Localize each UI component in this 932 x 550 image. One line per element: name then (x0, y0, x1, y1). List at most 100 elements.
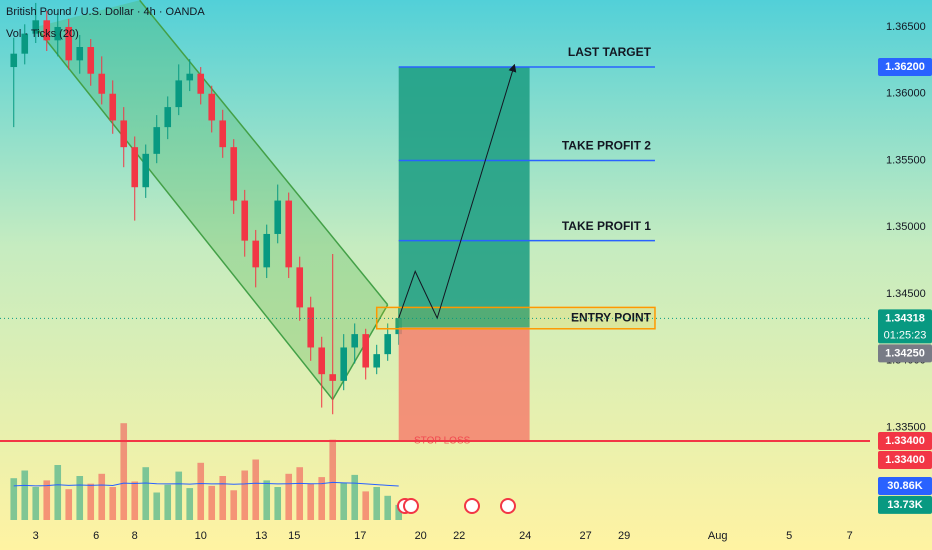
x-tick-label: 24 (519, 530, 531, 542)
candle-body (373, 354, 381, 368)
candle-body (98, 73, 106, 94)
price-tag-label: 1.34250 (885, 347, 925, 359)
volume-bar (219, 476, 227, 520)
chart-title: British Pound / U.S. Dollar · 4h · OANDA (6, 6, 205, 18)
volume-bar (197, 462, 205, 520)
channel-line (35, 26, 334, 401)
volume-bar (373, 487, 381, 520)
target-label: LAST TARGET (568, 45, 652, 59)
x-tick-label: 7 (847, 530, 853, 542)
price-tag (878, 431, 932, 450)
volume-bar (252, 459, 260, 520)
volume-bar (296, 467, 304, 520)
volume-bar (109, 487, 117, 520)
candle-body (43, 20, 51, 41)
volume-tag-label: 13.73K (887, 499, 923, 511)
candle-body (384, 334, 392, 355)
y-tick-label: 1.35500 (886, 154, 926, 166)
volume-bar (395, 504, 403, 520)
x-tick-label: 22 (453, 530, 465, 542)
price-tag (878, 344, 932, 363)
x-tick-label: 5 (786, 530, 792, 542)
candle-body (153, 127, 161, 154)
volume-tag (878, 477, 932, 496)
volume-bar (164, 484, 172, 520)
channel-line (139, 0, 389, 306)
price-tag (878, 309, 932, 344)
candle-body (131, 147, 139, 188)
volume-bar (351, 474, 359, 520)
candle-body (76, 47, 84, 61)
volume-bar (318, 477, 326, 520)
x-tick-label: 27 (580, 530, 592, 542)
candle-body (351, 334, 359, 348)
volume-bar (329, 439, 337, 520)
countdown: 01:25:23 (884, 329, 927, 341)
candle-body (263, 233, 271, 268)
projection-arrow (398, 63, 517, 320)
candle-body (54, 26, 62, 41)
volume-bar (175, 471, 183, 520)
x-tick-label: 13 (255, 530, 267, 542)
candle-body (296, 267, 304, 308)
price-tag (878, 58, 932, 77)
profit-zone (398, 67, 530, 328)
candle-body (164, 107, 172, 128)
volume-bar (131, 481, 139, 520)
volume-bar (98, 473, 106, 520)
x-tick-label: Aug (708, 530, 728, 542)
volume-bar (142, 467, 150, 520)
price-tag-label: 1.34318 (885, 312, 925, 324)
x-tick-label: 6 (93, 530, 99, 542)
y-tick-label: 1.34500 (886, 288, 926, 300)
x-tick-label: 15 (288, 530, 300, 542)
candle-body (285, 200, 293, 268)
y-tick-label: 1.36500 (886, 21, 926, 33)
volume-tag-label: 30.86K (887, 480, 923, 492)
indicator-label: Vol · Ticks (20) (6, 28, 79, 40)
candle-body (175, 80, 183, 108)
entry-label: ENTRY POINT (571, 310, 652, 324)
price-tag (878, 450, 932, 469)
volume-bar (87, 483, 95, 520)
event-icons (397, 498, 516, 514)
x-tick-label: 29 (618, 530, 630, 542)
x-tick-label: 3 (33, 530, 39, 542)
volume-bar (43, 480, 51, 520)
candle-body (10, 53, 18, 68)
volume-bar (307, 483, 315, 520)
candle-body (362, 334, 370, 368)
y-tick-label: 1.33500 (886, 421, 926, 433)
candle-body (318, 347, 326, 375)
price-tag-label: 1.33400 (885, 454, 925, 466)
candle-body (197, 73, 205, 94)
volume-bar (285, 473, 293, 520)
x-tick-label: 8 (132, 530, 138, 542)
stop-label: STOP LOSS (414, 436, 471, 447)
channel-line (332, 304, 389, 400)
volume-bar (208, 485, 216, 520)
volume-tag (878, 495, 932, 514)
candle-body (142, 153, 150, 188)
candle-body (208, 93, 216, 121)
volume-bar (384, 495, 392, 520)
volume-bar (274, 487, 282, 520)
candle-body (87, 47, 95, 74)
x-tick-label: 17 (354, 530, 366, 542)
candle-body (307, 307, 315, 348)
candle-body (21, 33, 29, 54)
volume-bar (32, 487, 40, 520)
target-label: TAKE PROFIT 2 (562, 139, 651, 153)
candle-body (329, 374, 337, 381)
candle-body (340, 347, 348, 381)
y-tick-label: 1.36000 (886, 88, 926, 100)
candle-body (241, 200, 249, 241)
price-tag-label: 1.33400 (885, 435, 925, 447)
volume-bar (76, 476, 84, 520)
x-tick-label: 10 (195, 530, 207, 542)
candle-body (230, 147, 238, 201)
volume-bar (54, 465, 62, 520)
price-tag-label: 1.36200 (885, 61, 925, 73)
